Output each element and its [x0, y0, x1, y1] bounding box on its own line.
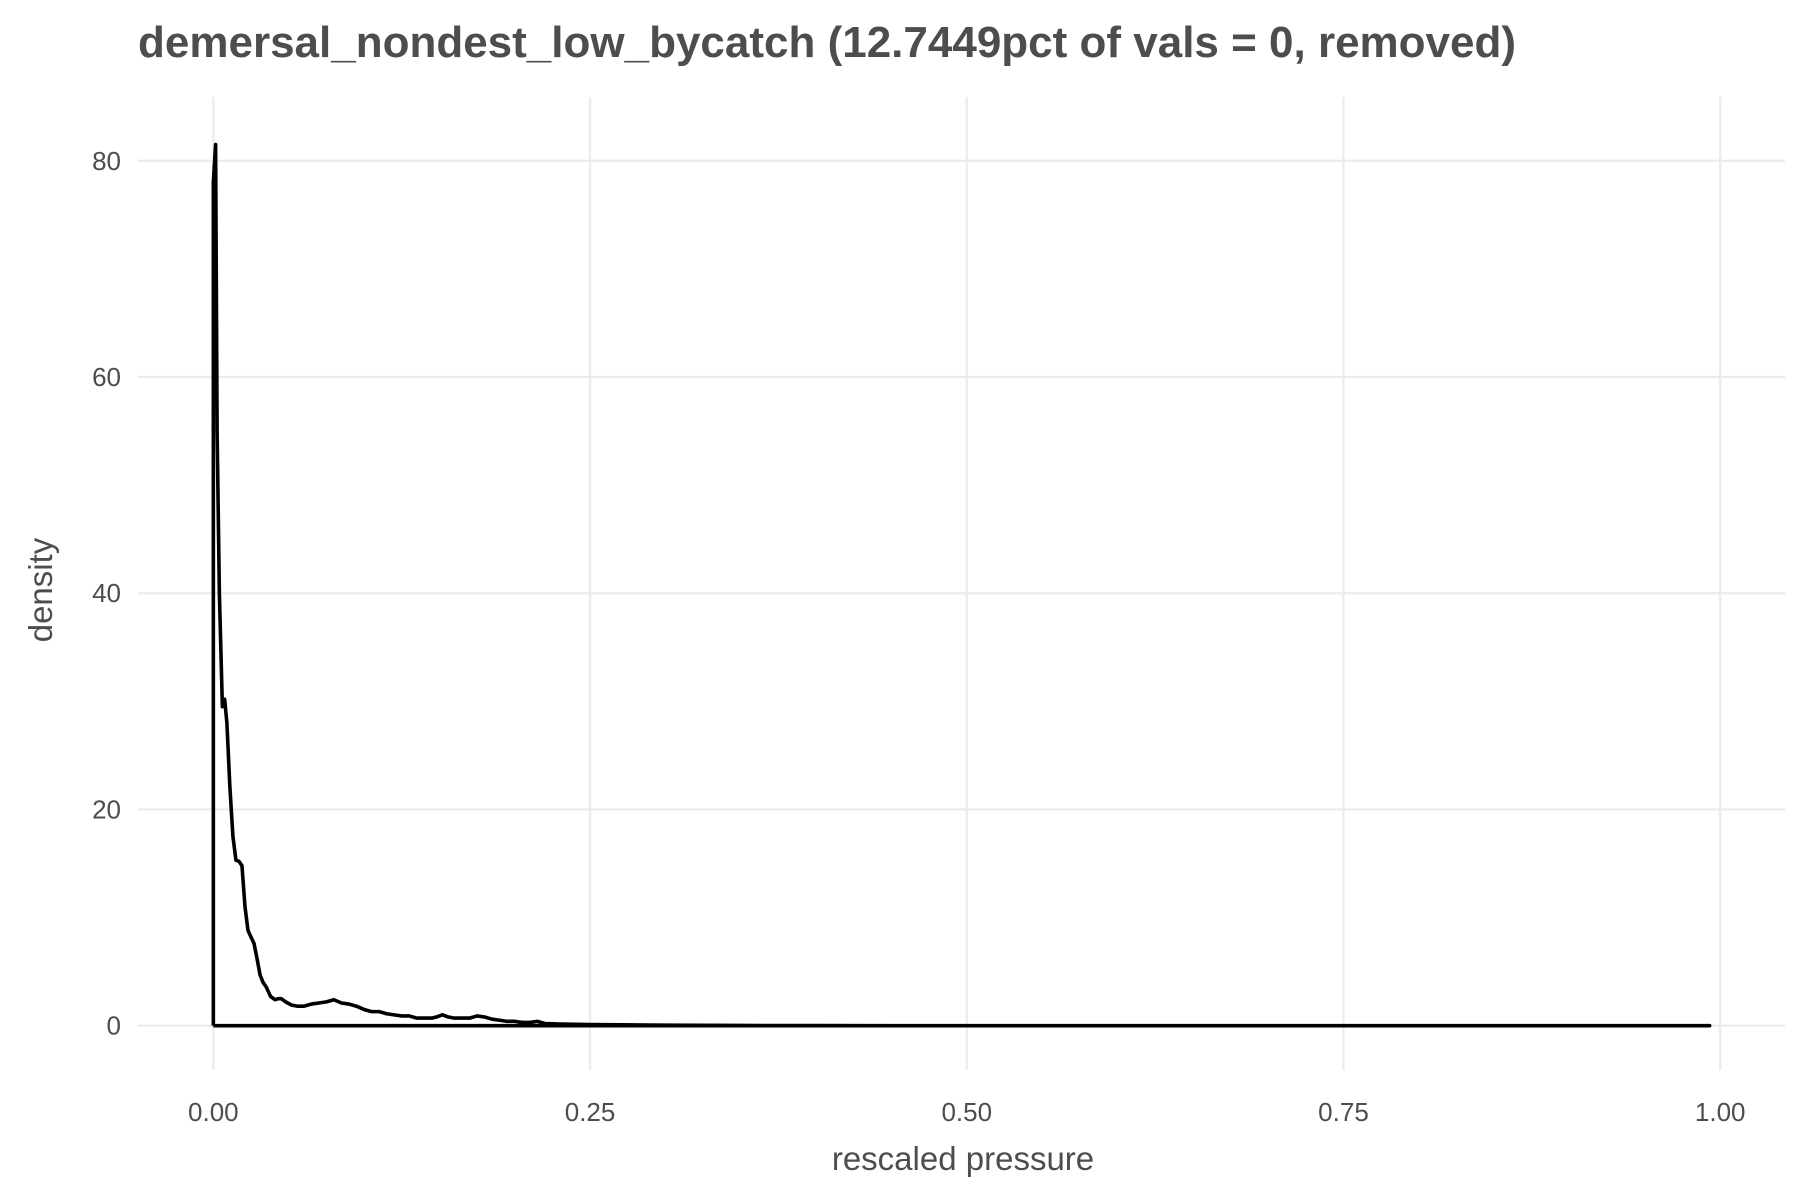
y-tick-label: 20	[92, 794, 121, 824]
y-tick-label: 60	[92, 362, 121, 392]
x-tick-label: 0.50	[941, 1097, 992, 1127]
plot-grid	[138, 97, 1785, 1070]
x-tick-label: 0.00	[188, 1097, 239, 1127]
y-axis-ticks: 0 20 40 60 80	[92, 146, 121, 1041]
y-tick-label: 80	[92, 146, 121, 176]
y-axis-title: density	[22, 537, 59, 642]
density-line	[211, 142, 1712, 1028]
plot-series	[211, 142, 1712, 1028]
x-tick-label: 1.00	[1695, 1097, 1746, 1127]
x-axis-ticks: 0.00 0.25 0.50 0.75 1.00	[188, 1097, 1745, 1127]
x-tick-label: 0.75	[1318, 1097, 1369, 1127]
y-tick-label: 0	[107, 1011, 121, 1041]
chart-title: demersal_nondest_low_bycatch (12.7449pct…	[138, 18, 1516, 67]
x-tick-label: 0.25	[565, 1097, 616, 1127]
y-tick-label: 40	[92, 578, 121, 608]
x-axis-title: rescaled pressure	[832, 1140, 1094, 1177]
